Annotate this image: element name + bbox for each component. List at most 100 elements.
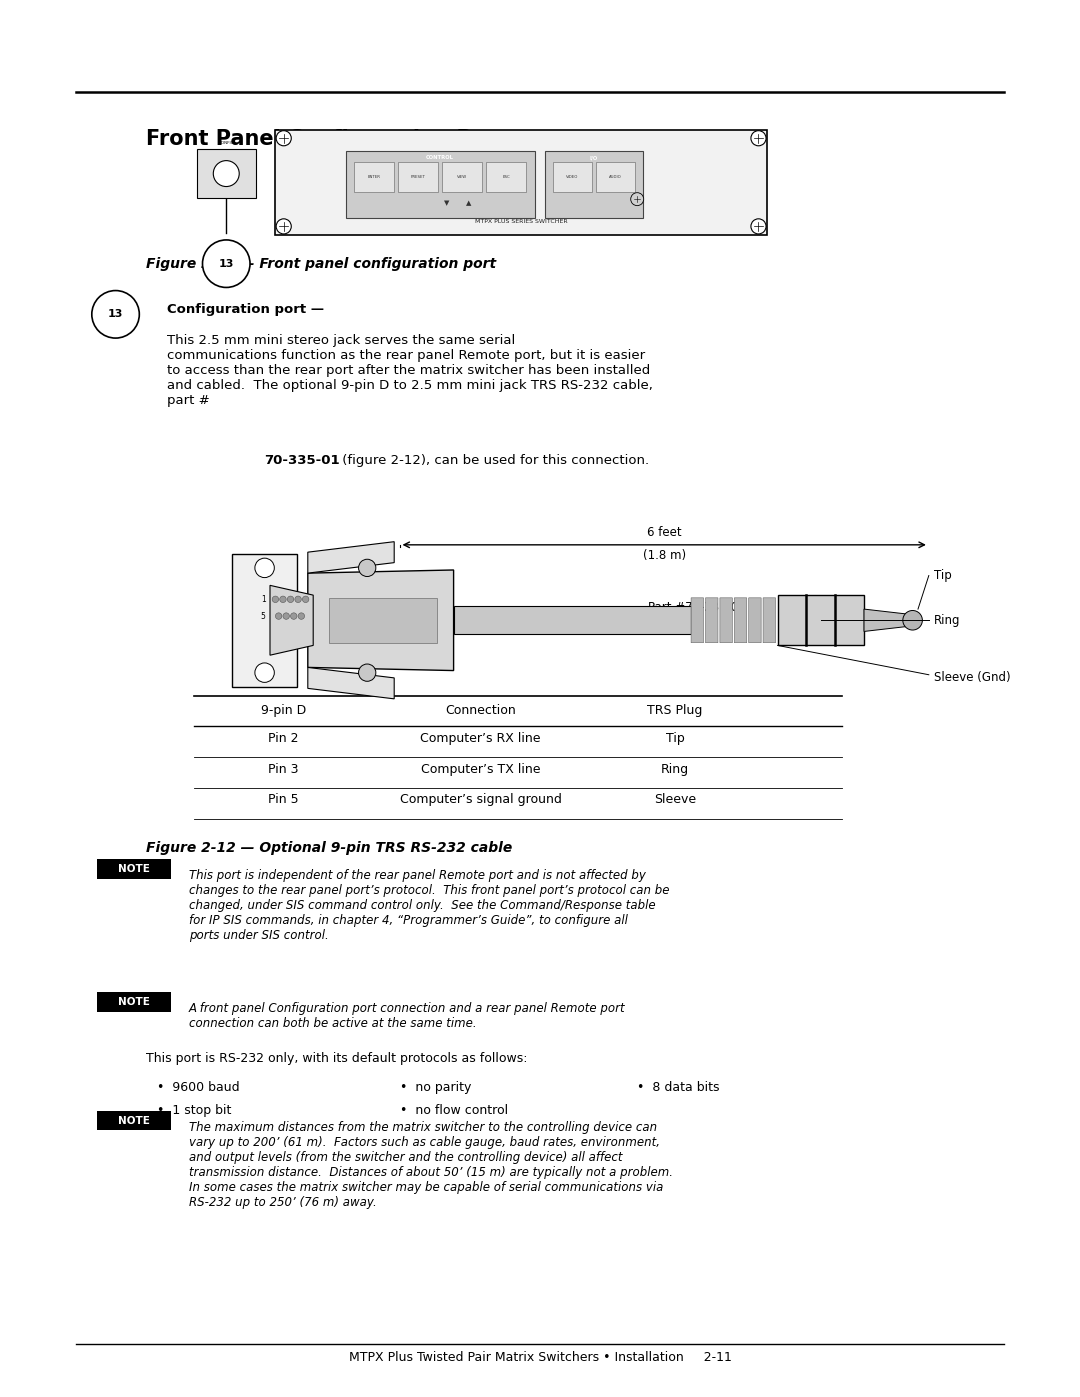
FancyBboxPatch shape — [596, 162, 635, 193]
Text: MTPX PLUS SERIES SWITCHER: MTPX PLUS SERIES SWITCHER — [475, 218, 567, 224]
Circle shape — [275, 613, 282, 619]
Polygon shape — [270, 585, 313, 655]
Text: (1.8 m): (1.8 m) — [643, 549, 686, 562]
Text: Figure 2-12 — Optional 9-pin TRS RS-232 cable: Figure 2-12 — Optional 9-pin TRS RS-232 … — [146, 841, 512, 855]
Text: This 2.5 mm mini stereo jack serves the same serial
communications function as t: This 2.5 mm mini stereo jack serves the … — [167, 334, 653, 407]
Text: 9: 9 — [318, 612, 323, 620]
Circle shape — [359, 664, 376, 682]
Text: MTPX Plus Twisted Pair Matrix Switchers • Installation     2-11: MTPX Plus Twisted Pair Matrix Switchers … — [349, 1351, 731, 1363]
Text: This port is independent of the rear panel Remote port and is not affected by
ch: This port is independent of the rear pan… — [189, 869, 670, 942]
Text: Front Panel Configuration Port: Front Panel Configuration Port — [146, 129, 507, 148]
FancyBboxPatch shape — [553, 162, 592, 193]
Text: Part #70-335-01: Part #70-335-01 — [648, 601, 746, 613]
Text: CONTROL: CONTROL — [427, 155, 454, 161]
Text: ▼: ▼ — [444, 200, 449, 207]
Text: This port is RS-232 only, with its default protocols as follows:: This port is RS-232 only, with its defau… — [146, 1052, 527, 1065]
Text: 6 feet: 6 feet — [647, 527, 681, 539]
Circle shape — [92, 291, 139, 338]
Text: Ring: Ring — [934, 613, 961, 627]
Circle shape — [359, 559, 376, 577]
FancyBboxPatch shape — [764, 598, 775, 643]
Text: VIDEO: VIDEO — [566, 176, 579, 179]
Circle shape — [203, 240, 251, 288]
FancyBboxPatch shape — [354, 162, 394, 193]
Circle shape — [280, 597, 286, 602]
Text: 13: 13 — [218, 258, 234, 268]
Circle shape — [298, 613, 305, 619]
Polygon shape — [308, 570, 454, 671]
Circle shape — [291, 613, 297, 619]
Polygon shape — [308, 668, 394, 698]
FancyBboxPatch shape — [486, 162, 526, 193]
FancyBboxPatch shape — [399, 162, 438, 193]
Text: (figure 2-12), can be used for this connection.: (figure 2-12), can be used for this conn… — [338, 454, 649, 467]
Text: The maximum distances from the matrix switcher to the controlling device can
var: The maximum distances from the matrix sw… — [189, 1120, 673, 1208]
FancyBboxPatch shape — [705, 598, 718, 643]
Text: VIEW: VIEW — [457, 176, 468, 179]
Text: •  no flow control: • no flow control — [400, 1104, 508, 1116]
FancyBboxPatch shape — [232, 553, 297, 687]
Text: •  8 data bits: • 8 data bits — [637, 1081, 719, 1094]
Polygon shape — [454, 606, 691, 634]
FancyBboxPatch shape — [275, 130, 767, 235]
Text: 5: 5 — [260, 612, 266, 620]
Circle shape — [272, 597, 279, 602]
Circle shape — [276, 219, 292, 233]
Circle shape — [283, 613, 289, 619]
Polygon shape — [864, 609, 913, 631]
FancyBboxPatch shape — [748, 598, 761, 643]
Text: NOTE: NOTE — [118, 1116, 150, 1126]
FancyBboxPatch shape — [691, 598, 703, 643]
Text: 9-pin D: 9-pin D — [261, 704, 306, 717]
Text: ENTER: ENTER — [367, 176, 380, 179]
Text: Computer’s TX line: Computer’s TX line — [421, 763, 540, 775]
Circle shape — [302, 597, 309, 602]
FancyBboxPatch shape — [734, 598, 746, 643]
FancyBboxPatch shape — [329, 598, 437, 643]
Text: Sleeve: Sleeve — [653, 793, 697, 806]
Text: AUDIO: AUDIO — [609, 176, 622, 179]
Text: 6: 6 — [318, 595, 323, 604]
Text: 1: 1 — [261, 595, 266, 604]
Circle shape — [903, 610, 922, 630]
Text: I/O: I/O — [590, 155, 598, 161]
Text: Computer’s RX line: Computer’s RX line — [420, 732, 541, 745]
Text: TRS Plug: TRS Plug — [647, 704, 703, 717]
Text: Configuration port —: Configuration port — — [167, 303, 324, 316]
Text: Sleeve (Gnd): Sleeve (Gnd) — [934, 671, 1011, 685]
Text: Connection: Connection — [445, 704, 516, 717]
Text: NOTE: NOTE — [118, 865, 150, 875]
Polygon shape — [778, 595, 864, 645]
Text: 70-335-01: 70-335-01 — [265, 454, 340, 467]
Text: Pin 2: Pin 2 — [268, 732, 299, 745]
Circle shape — [255, 664, 274, 682]
Text: Tip: Tip — [934, 569, 951, 583]
Text: Pin 5: Pin 5 — [268, 793, 299, 806]
Circle shape — [631, 193, 644, 205]
Text: Figure 2-11 — Front panel configuration port: Figure 2-11 — Front panel configuration … — [146, 257, 496, 271]
Circle shape — [255, 559, 274, 577]
FancyBboxPatch shape — [97, 992, 171, 1011]
Text: ESC: ESC — [502, 176, 510, 179]
Circle shape — [214, 161, 240, 187]
Text: PRESET: PRESET — [410, 176, 426, 179]
FancyBboxPatch shape — [97, 1111, 171, 1130]
Text: CONFIG: CONFIG — [218, 141, 234, 145]
FancyBboxPatch shape — [197, 149, 256, 198]
Text: Ring: Ring — [661, 763, 689, 775]
FancyBboxPatch shape — [346, 151, 535, 218]
Polygon shape — [308, 542, 394, 573]
Text: A front panel Configuration port connection and a rear panel Remote port
connect: A front panel Configuration port connect… — [189, 1002, 625, 1030]
FancyBboxPatch shape — [443, 162, 482, 193]
Text: 13: 13 — [108, 309, 123, 320]
Text: •  no parity: • no parity — [400, 1081, 471, 1094]
Text: •  9600 baud: • 9600 baud — [157, 1081, 240, 1094]
FancyBboxPatch shape — [97, 859, 171, 879]
FancyBboxPatch shape — [720, 598, 732, 643]
Text: Pin 3: Pin 3 — [268, 763, 299, 775]
Text: •  1 stop bit: • 1 stop bit — [157, 1104, 231, 1116]
Circle shape — [295, 597, 301, 602]
Circle shape — [276, 131, 292, 145]
FancyBboxPatch shape — [545, 151, 643, 218]
Text: Tip: Tip — [665, 732, 685, 745]
